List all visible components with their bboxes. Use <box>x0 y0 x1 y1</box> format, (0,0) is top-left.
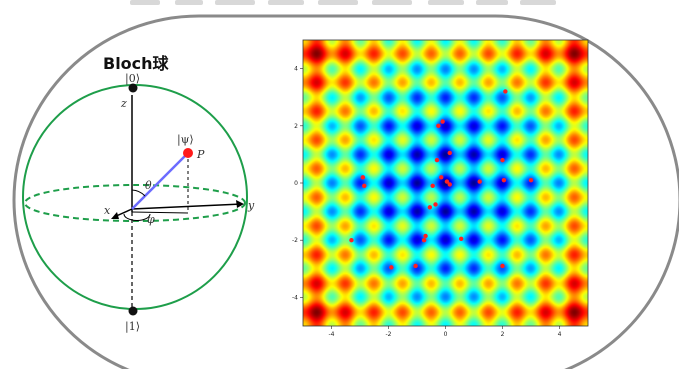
data-point <box>427 205 433 210</box>
theta-arc <box>131 189 146 197</box>
projection-base <box>131 211 189 214</box>
data-point <box>349 238 354 243</box>
ket0-label: |0⟩ <box>125 72 140 86</box>
theta-label: θ <box>145 179 152 192</box>
y-axis-arrow <box>236 200 244 208</box>
data-point <box>430 183 435 189</box>
phi-arc <box>123 213 151 221</box>
x-tick-label: 2 <box>501 331 505 338</box>
x-tick-label: 4 <box>558 331 562 338</box>
x-tick-label: -2 <box>386 331 392 338</box>
y-tick-label: 4 <box>294 66 298 73</box>
x-axis-arrow <box>111 212 119 219</box>
data-point <box>444 179 450 184</box>
south-pole-point <box>128 306 138 316</box>
data-point <box>389 265 394 270</box>
data-point <box>447 150 452 156</box>
ketpsi-label: |ψ⟩ <box>177 133 194 147</box>
y-axis <box>131 203 243 210</box>
state-point <box>183 148 193 158</box>
y-axis-label: y <box>247 199 255 212</box>
data-point <box>423 233 428 239</box>
data-point <box>439 175 444 180</box>
state-vector <box>131 152 189 210</box>
data-point <box>500 157 505 163</box>
header-text-fragment <box>130 0 556 5</box>
y-tick-label: 0 <box>294 180 298 187</box>
heatmap-ticks: -4 -2 0 2 4 4 2 0 -2 -4 <box>292 66 562 338</box>
data-point <box>421 238 427 243</box>
y-tick-label: -2 <box>292 237 298 244</box>
y-tick-label: -4 <box>292 294 298 301</box>
equator-back <box>24 184 246 222</box>
heatmap-points <box>349 89 534 270</box>
ket1-label: |1⟩ <box>125 320 140 334</box>
x-tick-label: -4 <box>329 331 335 338</box>
data-point <box>458 236 464 241</box>
bloch-sphere: |0⟩ |1⟩ |ψ⟩ P z y x θ φ <box>22 72 255 334</box>
data-point <box>500 263 505 269</box>
x-axis-label: x <box>104 204 111 217</box>
data-point <box>434 157 440 163</box>
data-point <box>440 119 445 124</box>
heatmap-chart: -4 -2 0 2 4 4 2 0 -2 -4 <box>292 39 589 338</box>
north-pole-point <box>128 83 138 93</box>
y-tick-label: 2 <box>294 123 298 130</box>
sphere-outline <box>22 84 248 310</box>
data-point <box>501 177 507 183</box>
data-point <box>360 175 366 180</box>
data-point <box>436 123 441 128</box>
z-axis-label: z <box>120 97 127 110</box>
x-tick-label: 0 <box>444 331 448 338</box>
data-point <box>528 177 534 183</box>
point-p-label: P <box>196 148 205 161</box>
data-point <box>413 263 418 269</box>
data-point <box>362 183 367 189</box>
phi-label: φ <box>147 213 155 226</box>
content-frame <box>12 14 679 374</box>
bloch-title: Bloch球 <box>103 54 169 73</box>
data-point <box>503 89 508 94</box>
data-point <box>433 202 438 207</box>
data-point <box>477 179 482 184</box>
data-point <box>447 182 452 187</box>
